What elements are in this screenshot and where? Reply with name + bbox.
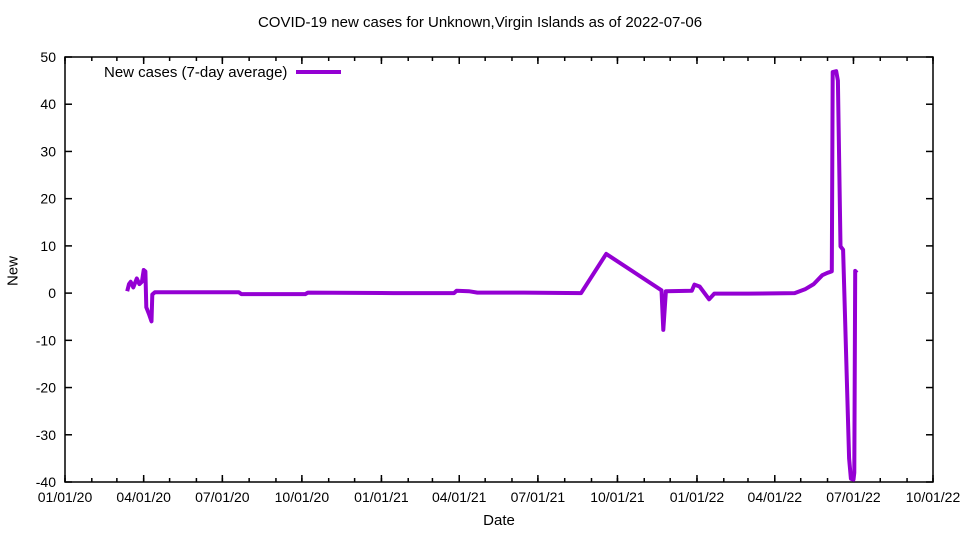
legend-series-label: New cases (7-day average)	[104, 63, 288, 81]
x-tick-label: 04/01/20	[116, 489, 171, 505]
x-tick-label: 01/01/21	[354, 489, 409, 505]
x-tick-label: 07/01/22	[826, 489, 881, 505]
x-tick-label: 04/01/22	[748, 489, 803, 505]
y-tick-label: 30	[40, 143, 56, 159]
y-tick-label: -30	[36, 427, 56, 443]
y-tick-label: -20	[36, 380, 56, 396]
series-line	[125, 69, 859, 482]
y-axis-label: New	[4, 256, 22, 287]
y-tick-label: 0	[48, 285, 56, 301]
x-tick-label: 01/01/20	[38, 489, 93, 505]
y-tick-label: -10	[36, 332, 56, 348]
x-tick-label: 10/01/21	[590, 489, 645, 505]
x-tick-label: 07/01/21	[511, 489, 566, 505]
x-tick-label: 01/01/22	[670, 489, 725, 505]
x-tick-label: 10/01/20	[275, 489, 330, 505]
x-tick-label: 07/01/20	[195, 489, 250, 505]
legend-line-sample-icon	[296, 70, 342, 74]
y-tick-label: 10	[40, 238, 56, 254]
legend: New cases (7-day average)	[104, 63, 342, 81]
x-tick-label: 10/01/22	[906, 489, 960, 505]
y-tick-label: 50	[40, 49, 56, 65]
chart-title: COVID-19 new cases for Unknown,Virgin Is…	[257, 14, 703, 31]
x-tick-label: 04/01/21	[432, 489, 487, 505]
y-tick-label: -40	[36, 474, 56, 490]
y-tick-label: 20	[40, 191, 56, 207]
x-axis-label: Date	[483, 512, 515, 529]
plot-border	[64, 56, 934, 483]
y-tick-label: 40	[40, 96, 56, 112]
